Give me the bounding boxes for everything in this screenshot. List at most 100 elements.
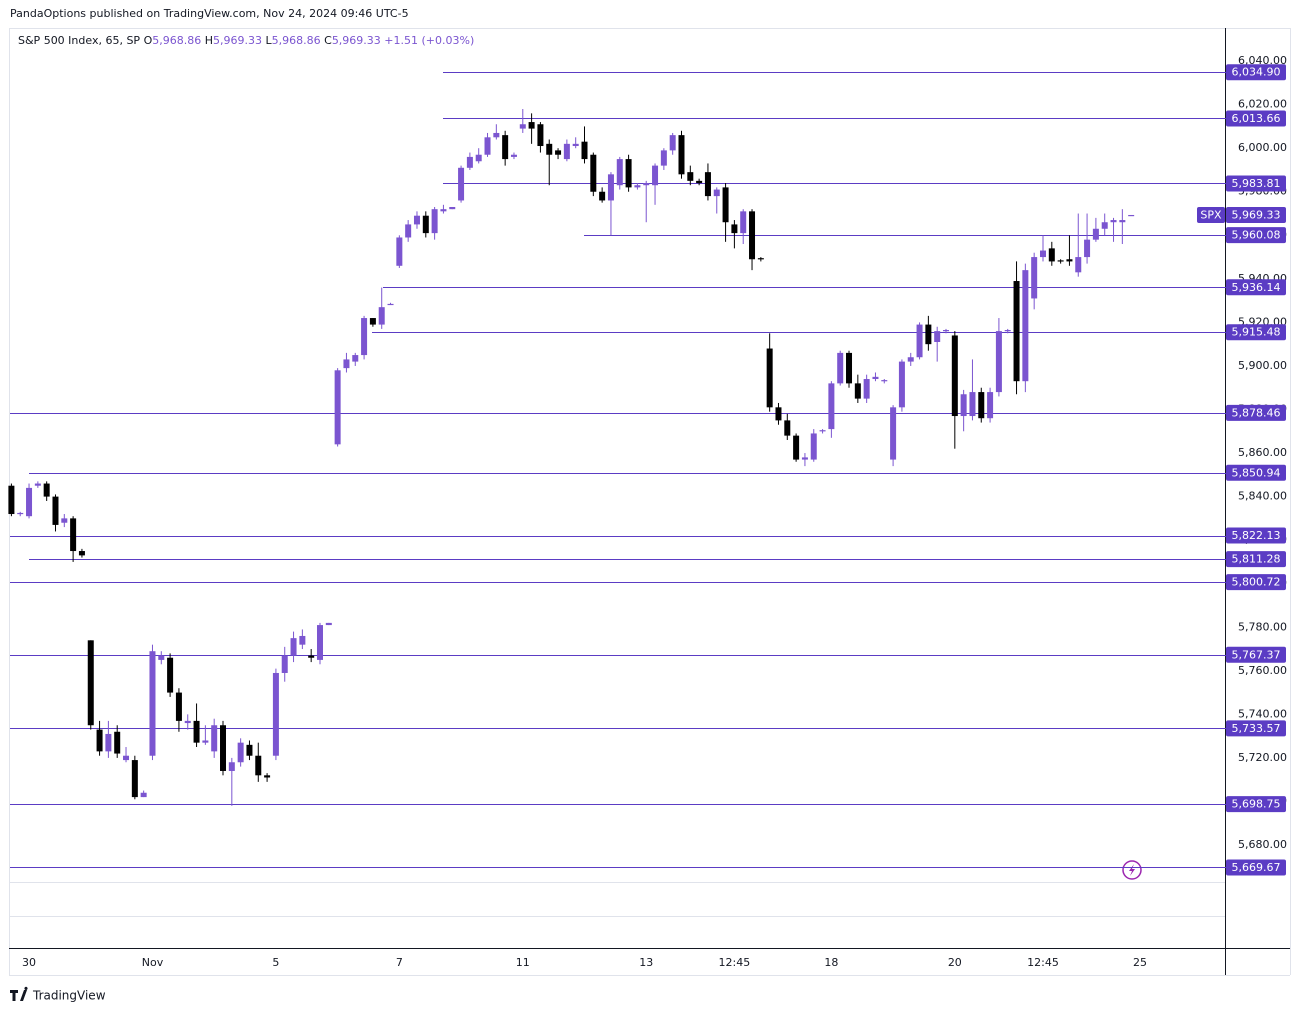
candle-body: [78, 551, 85, 556]
alert-icon[interactable]: [1122, 860, 1142, 880]
candle-body: [413, 215, 420, 225]
candle-body: [202, 740, 209, 743]
candle-body: [537, 124, 544, 147]
candle-body: [907, 357, 914, 362]
header: PandaOptions published on TradingView.co…: [10, 7, 409, 20]
level-label: 6,013.66: [1232, 112, 1281, 125]
candle-body: [863, 379, 870, 399]
candle-body: [784, 420, 791, 436]
candle-body: [449, 206, 456, 210]
footer-logo: [10, 986, 28, 1001]
y-tick-label: 5,680.00: [1238, 838, 1287, 851]
candle-body: [1022, 270, 1029, 382]
candle-body: [246, 744, 253, 756]
level-label-box: [1226, 574, 1286, 591]
level-label: 5,915.48: [1232, 326, 1281, 339]
candle-body: [387, 303, 394, 306]
legend-value: 5,968.86: [272, 34, 321, 47]
legend-key: H: [205, 34, 213, 47]
x-tick-label: 7: [396, 956, 403, 969]
candle-body: [140, 792, 147, 798]
candle-body: [8, 485, 15, 515]
candle-body: [484, 137, 491, 155]
symbol-box: [1197, 206, 1225, 223]
candle-body: [1013, 281, 1020, 382]
candle-body: [890, 407, 897, 460]
candle-body: [634, 185, 641, 188]
level-label-box: [1226, 404, 1286, 421]
candle-body: [625, 159, 632, 188]
candle-body: [563, 143, 570, 160]
y-tick-label: 6,020.00: [1238, 98, 1287, 111]
candle-body: [123, 755, 130, 761]
x-tick-label: Nov: [142, 956, 164, 969]
candle-body: [1092, 228, 1099, 240]
candle-body: [211, 725, 218, 752]
candle-body: [995, 331, 1002, 393]
candle-body: [405, 224, 412, 238]
legend-key: L: [266, 34, 273, 47]
candle-body: [475, 154, 482, 162]
x-tick-label: 12:45: [1027, 956, 1059, 969]
x-tick-label: 30: [22, 956, 36, 969]
candle-body: [881, 380, 888, 382]
x-tick-label: 18: [824, 956, 838, 969]
level-label: 5,983.81: [1232, 177, 1281, 190]
candle-body: [255, 755, 262, 776]
candle-body: [960, 394, 967, 417]
candle-body: [854, 383, 861, 399]
legend-key: O: [144, 34, 153, 47]
candle-body: [951, 335, 958, 417]
legend-symbol: S&P 500 Index, 65, SP: [18, 34, 140, 47]
candle-body: [660, 150, 667, 166]
candle-body: [1066, 259, 1073, 262]
candle-body: [193, 720, 200, 743]
level-label: 5,800.72: [1232, 576, 1281, 589]
level-label-box: [1226, 720, 1286, 737]
candle-body: [61, 518, 68, 523]
candle-body: [220, 725, 227, 771]
candle-body: [26, 487, 33, 517]
legend-key: C: [324, 34, 332, 47]
candle-body: [369, 318, 376, 325]
candle-body: [722, 187, 729, 223]
y-tick-label: 6,040.00: [1238, 54, 1287, 67]
y-tick-label: 5,740.00: [1238, 707, 1287, 720]
candle-body: [70, 518, 77, 552]
candle-body: [308, 655, 315, 658]
candle-body: [678, 135, 685, 175]
candle-body: [704, 172, 711, 197]
candle-body: [264, 775, 271, 778]
candle-body: [599, 191, 606, 201]
level-label-box: [1226, 527, 1286, 544]
level-label: 5,960.08: [1232, 229, 1281, 242]
candle-body: [34, 483, 41, 486]
x-tick-label: 20: [948, 956, 962, 969]
candle-body: [502, 135, 509, 160]
candle-body: [158, 655, 165, 660]
level-label-box: [1226, 324, 1286, 341]
legend-value: 5,968.86: [152, 34, 201, 47]
candle-body: [299, 635, 306, 645]
level-label: 5,850.94: [1232, 466, 1281, 479]
candle-body: [581, 141, 588, 160]
candle-body: [546, 143, 553, 155]
x-tick-label: 25: [1133, 956, 1147, 969]
y-tick-label: 5,780.00: [1238, 620, 1287, 633]
candle-body: [934, 331, 941, 342]
candle-body: [440, 209, 447, 212]
candle-body: [1084, 239, 1091, 258]
candle-body: [1110, 220, 1117, 223]
candle-body: [1119, 220, 1126, 223]
candle-body: [96, 729, 103, 752]
candle-body: [175, 692, 182, 721]
candle-body: [1075, 257, 1082, 273]
candle-body: [105, 733, 112, 752]
candle-body: [916, 324, 923, 358]
candle-body: [466, 156, 473, 168]
candle-body: [925, 324, 932, 345]
level-label-box: [1226, 646, 1286, 663]
candle-body: [572, 143, 579, 147]
candle-body: [528, 122, 535, 129]
